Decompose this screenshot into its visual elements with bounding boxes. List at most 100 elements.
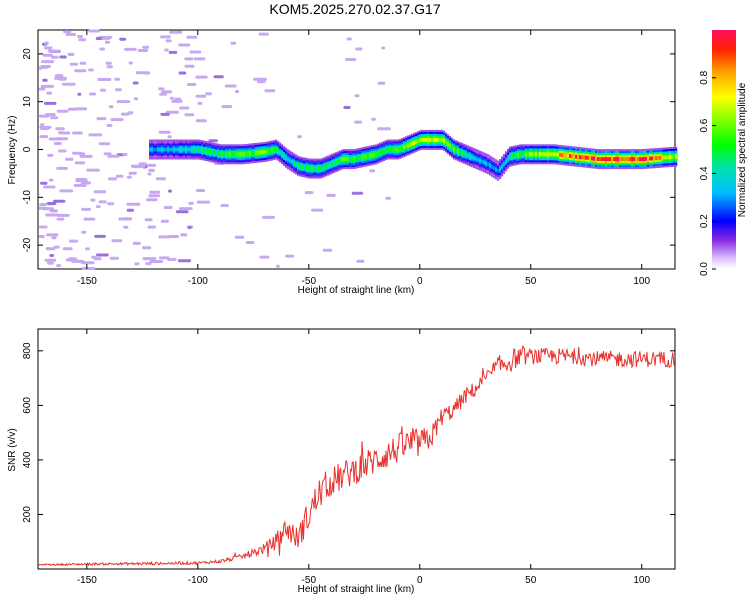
colorbar-tick-label: 0.4 bbox=[699, 166, 710, 180]
ridge-segment bbox=[475, 156, 478, 161]
ridge-segment bbox=[553, 152, 556, 157]
noise-speckle bbox=[234, 90, 240, 93]
noise-speckle bbox=[89, 92, 97, 96]
colorbar-tick-label: 0.0 bbox=[699, 262, 710, 276]
ridge-segment bbox=[223, 152, 226, 157]
ridge-segment bbox=[295, 162, 298, 167]
ridge-segment bbox=[549, 152, 552, 157]
ridge-segment bbox=[287, 157, 290, 162]
noise-speckle bbox=[98, 142, 111, 146]
ridge-segment bbox=[273, 148, 276, 152]
noise-speckle bbox=[264, 89, 276, 93]
noise-speckle bbox=[38, 225, 48, 229]
ridge-segment bbox=[537, 152, 540, 157]
ridge-segment bbox=[211, 150, 214, 155]
ridge-segment bbox=[349, 157, 352, 162]
ridge-segment bbox=[233, 152, 236, 157]
noise-speckle bbox=[42, 207, 54, 211]
ridge-segment bbox=[369, 153, 372, 158]
ridge-segment bbox=[257, 150, 260, 155]
noise-speckle bbox=[94, 234, 106, 238]
ridge-segment bbox=[461, 150, 464, 155]
ridge-segment bbox=[373, 152, 376, 157]
ridge-segment bbox=[371, 153, 374, 158]
ridge-segment bbox=[533, 152, 536, 157]
noise-speckle bbox=[81, 230, 87, 234]
ridge-segment bbox=[593, 156, 596, 161]
noise-speckle bbox=[86, 168, 100, 172]
noise-speckle bbox=[56, 109, 69, 113]
ridge-segment bbox=[477, 157, 480, 162]
noise-speckle bbox=[195, 94, 207, 98]
ridge-segment bbox=[161, 147, 164, 152]
noise-speckle bbox=[47, 49, 60, 53]
snr-series-line bbox=[38, 345, 675, 567]
ridge-segment bbox=[653, 156, 656, 161]
noise-speckle bbox=[56, 213, 70, 217]
noise-speckle bbox=[53, 142, 62, 145]
ridge-segment bbox=[431, 137, 434, 142]
y-tick-label: 200 bbox=[22, 506, 33, 523]
noise-speckle bbox=[147, 225, 156, 229]
ridge-segment bbox=[439, 137, 442, 142]
ridge-segment bbox=[205, 149, 208, 153]
ridge-segment bbox=[529, 152, 532, 157]
ridge-segment bbox=[519, 152, 522, 157]
ridge-segment bbox=[171, 147, 174, 152]
noise-speckle bbox=[169, 96, 174, 100]
ridge-segment bbox=[615, 157, 618, 162]
noise-speckle bbox=[208, 139, 218, 143]
noise-speckle bbox=[149, 190, 161, 194]
noise-speckle bbox=[46, 233, 59, 237]
ridge-segment bbox=[649, 156, 652, 161]
ridge-segment bbox=[237, 152, 240, 157]
ridge-segment bbox=[443, 138, 446, 143]
noise-speckle bbox=[142, 257, 157, 261]
noise-speckle bbox=[93, 190, 107, 194]
ridge-segment bbox=[479, 158, 482, 163]
noise-speckle bbox=[59, 189, 74, 193]
noise-speckle bbox=[142, 246, 152, 250]
x-tick-label: -100 bbox=[188, 276, 208, 287]
noise-speckle bbox=[354, 120, 363, 124]
noise-speckle bbox=[322, 248, 333, 252]
noise-speckle bbox=[38, 235, 45, 238]
noise-speckle bbox=[55, 127, 65, 131]
noise-speckle bbox=[81, 207, 91, 211]
noise-speckle bbox=[115, 88, 122, 92]
ridge-segment bbox=[661, 155, 664, 160]
noise-speckle bbox=[128, 171, 137, 175]
ridge-segment bbox=[633, 157, 636, 162]
noise-speckle bbox=[124, 47, 137, 51]
noise-speckle bbox=[56, 166, 68, 170]
ridge-segment bbox=[521, 152, 524, 157]
ridge-segment bbox=[463, 151, 466, 156]
noise-speckle bbox=[81, 267, 95, 270]
noise-speckle bbox=[79, 154, 93, 158]
noise-speckle bbox=[60, 131, 71, 135]
noise-speckle bbox=[48, 178, 54, 182]
noise-speckle bbox=[196, 200, 211, 204]
ridge-segment bbox=[299, 164, 302, 169]
noise-speckle bbox=[79, 61, 87, 65]
ridge-segment bbox=[327, 163, 330, 168]
ridge-segment bbox=[279, 150, 282, 155]
ridge-segment bbox=[405, 144, 408, 149]
noise-speckle bbox=[126, 208, 134, 212]
noise-speckle bbox=[40, 181, 48, 185]
ridge-segment bbox=[505, 159, 508, 164]
ridge-segment bbox=[167, 147, 170, 152]
noise-speckle bbox=[119, 37, 127, 41]
snr-ticks: -150 -100 -50 0 50 100 200 400 600 800 bbox=[22, 329, 675, 586]
ridge-segment bbox=[489, 163, 492, 168]
x-tick-label: 100 bbox=[633, 575, 650, 586]
ridge-segment bbox=[347, 157, 350, 162]
noise-speckle bbox=[59, 55, 67, 59]
ridge-segment bbox=[605, 157, 608, 162]
noise-speckle bbox=[98, 35, 113, 39]
ridge-segment bbox=[291, 159, 294, 164]
ridge-segment bbox=[429, 137, 432, 142]
ridge-segment bbox=[427, 137, 430, 142]
noise-speckle bbox=[132, 241, 141, 245]
